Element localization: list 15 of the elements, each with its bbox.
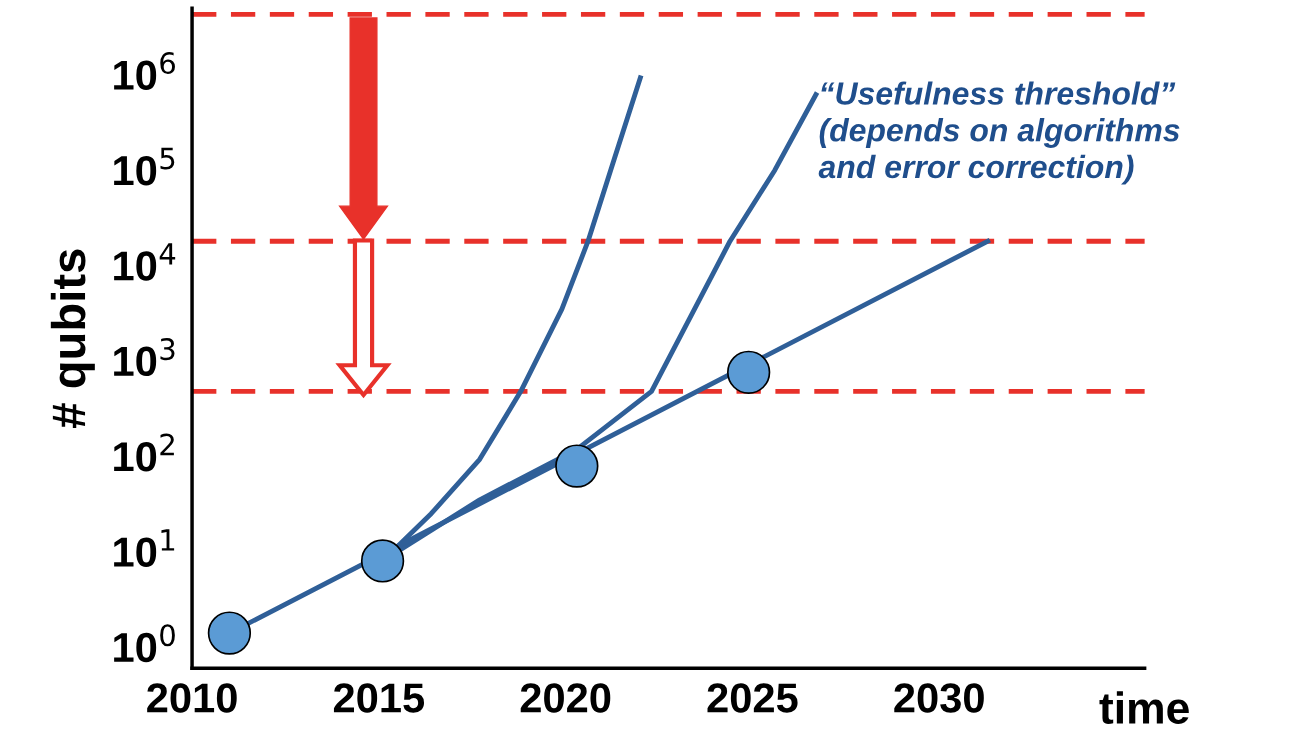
x-tick-label: 2030 [894,683,984,713]
y-tick-label: 10$^{0}$ [114,624,175,663]
x-tick-label: 2010 [147,683,237,713]
y-axis-title: # qubits [50,249,95,428]
annotation: “Usefulness threshold” (depends on algorithms and error correction) [818,81,1180,185]
y-tick-label: 10$^{3}$ [114,338,175,377]
x-tick-label: 2020 [520,683,611,713]
y-tick-label: 10$^{5}$ [114,147,175,186]
y-tick-label: 10$^{6}$ [114,51,175,90]
x-tick-label: 2015 [333,683,425,713]
x-axis-title: time [1099,691,1189,724]
y-tick-label: 10$^{4}$ [114,243,176,281]
x-tick-label: 2025 [707,683,798,713]
y-tick-label: 10$^{1}$ [114,529,175,567]
y-tick-label: 10$^{2}$ [114,433,174,472]
